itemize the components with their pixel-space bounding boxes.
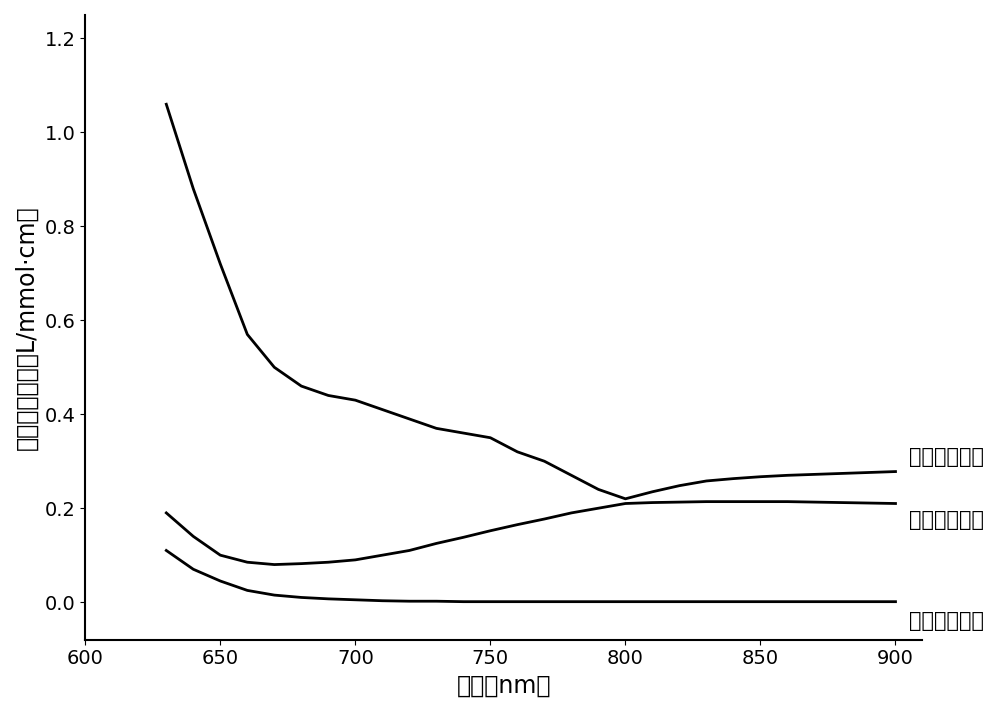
X-axis label: 波长（nm）: 波长（nm） xyxy=(457,674,551,698)
Text: 氧合血红蛋白: 氧合血红蛋白 xyxy=(909,446,984,466)
Text: 碳氧血红蛋白: 碳氧血红蛋白 xyxy=(909,611,984,631)
Text: 脱氧血红蛋白: 脱氧血红蛋白 xyxy=(909,510,984,530)
Y-axis label: 摩尔消光系数（L/mmol·cm）: 摩尔消光系数（L/mmol·cm） xyxy=(15,205,39,450)
